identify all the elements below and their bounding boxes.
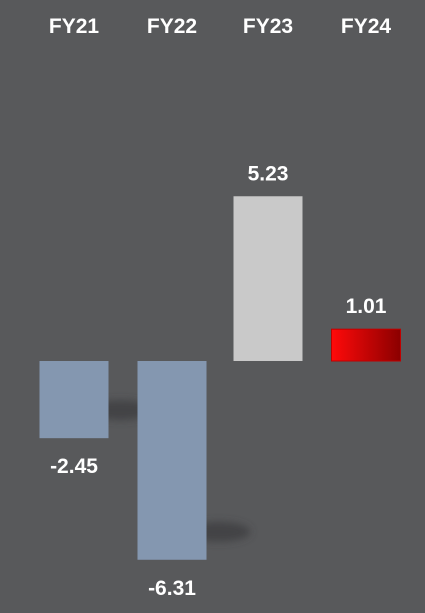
value-label-fy22: -6.31 bbox=[148, 577, 196, 600]
category-label-fy22: FY22 bbox=[147, 15, 197, 38]
category-label-fy24: FY24 bbox=[341, 15, 392, 38]
value-label-fy21: -2.45 bbox=[50, 455, 98, 478]
bar-fy21 bbox=[39, 361, 109, 439]
bar-fy22 bbox=[137, 361, 207, 560]
value-label-fy23: 5.23 bbox=[248, 162, 289, 185]
value-label-fy24: 1.01 bbox=[346, 295, 387, 318]
bar-fy23 bbox=[233, 196, 303, 361]
category-label-fy23: FY23 bbox=[243, 15, 293, 38]
category-label-fy21: FY21 bbox=[49, 15, 100, 38]
bar-layer bbox=[39, 196, 401, 560]
bar-fy24 bbox=[331, 328, 401, 362]
label-layer: FY21 -2.45 FY22 -6.31 FY23 5.23 FY24 1.01 bbox=[49, 15, 392, 600]
